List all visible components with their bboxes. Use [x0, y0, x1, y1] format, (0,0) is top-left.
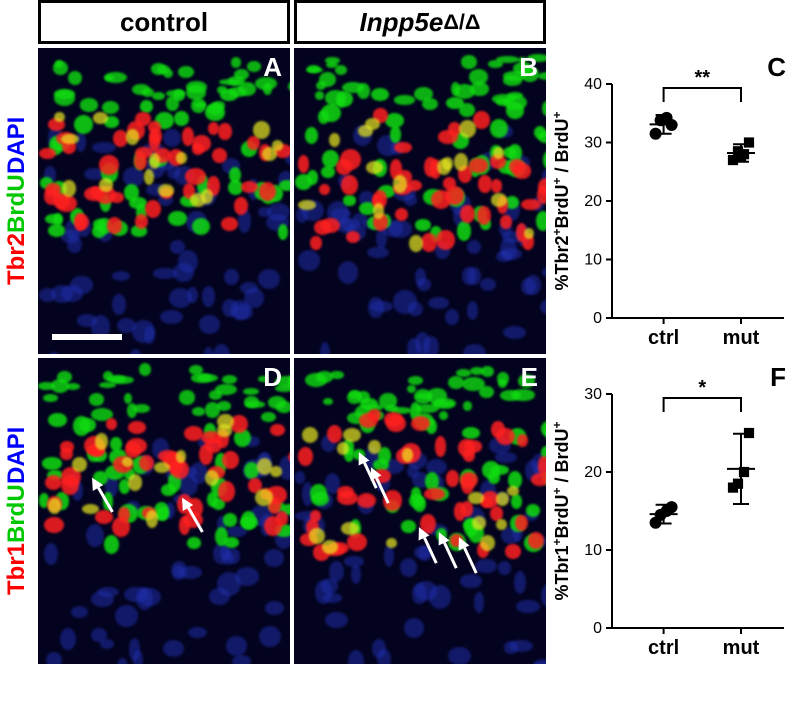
svg-text:20: 20	[584, 193, 602, 210]
svg-text:ctrl: ctrl	[648, 327, 679, 349]
panel-letter: E	[521, 362, 538, 393]
svg-text:30: 30	[584, 135, 602, 152]
panel-e: E	[294, 358, 546, 664]
svg-text:%Tbr2+BrdU+ / BrdU+: %Tbr2+BrdU+ / BrdU+	[550, 111, 572, 290]
scale-bar	[52, 334, 122, 340]
panel-letter: B	[519, 52, 538, 83]
svg-text:**: **	[695, 67, 711, 89]
svg-text:0: 0	[593, 310, 602, 327]
panel-letter: A	[263, 52, 282, 83]
svg-text:30: 30	[584, 386, 602, 403]
panel-b: B	[294, 48, 546, 354]
svg-text:10: 10	[584, 542, 602, 559]
panel-letter: D	[263, 362, 282, 393]
svg-text:%Tbr1+BrdU+ / BrdU+: %Tbr1+BrdU+ / BrdU+	[550, 421, 572, 600]
panel-letter: C	[767, 52, 786, 83]
svg-text:ctrl: ctrl	[648, 637, 679, 659]
panel-c-chart: 0 10 20 30 40 %Tbr2+BrdU+ / BrdU+ ctrl mut ** C	[550, 48, 789, 354]
panel-d: D	[38, 358, 290, 664]
svg-text:40: 40	[584, 76, 602, 93]
panel-f-chart: 0 10 20 30 %Tbr1+BrdU+ / BrdU+ ctrl mut * F	[550, 358, 789, 664]
figure-root: controlInpp5eΔ/Δ Tbr2 BrdU DAPI Tbr1 BrdU …	[0, 0, 789, 704]
svg-text:mut: mut	[723, 637, 760, 659]
row-label-bottom: Tbr1 BrdU DAPI	[0, 358, 34, 664]
panel-letter: F	[770, 362, 786, 393]
column-header-mutant: Inpp5eΔ/Δ	[294, 0, 546, 44]
svg-text:mut: mut	[723, 327, 760, 349]
row-label-top: Tbr2 BrdU DAPI	[0, 48, 34, 354]
svg-text:0: 0	[593, 620, 602, 637]
svg-text:*: *	[698, 377, 706, 399]
svg-text:20: 20	[584, 464, 602, 481]
panel-a: A	[38, 48, 290, 354]
svg-text:10: 10	[584, 252, 602, 269]
column-header-control: control	[38, 0, 290, 44]
